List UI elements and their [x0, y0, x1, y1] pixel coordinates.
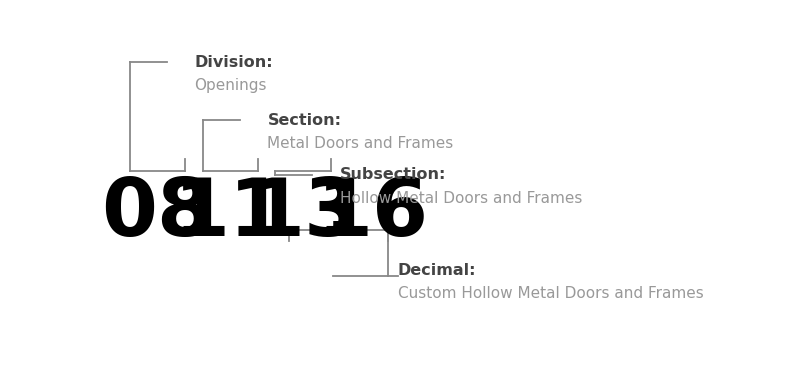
Text: 13: 13	[249, 175, 361, 253]
Text: 08: 08	[101, 175, 213, 253]
Text: Subsection:: Subsection:	[340, 167, 446, 183]
Text: Openings: Openings	[194, 78, 266, 93]
Text: Division:: Division:	[194, 55, 273, 70]
Text: .: .	[325, 175, 355, 253]
Text: Decimal:: Decimal:	[398, 263, 476, 278]
Text: 16: 16	[317, 175, 429, 253]
Text: 11: 11	[174, 175, 286, 253]
Text: Hollow Metal Doors and Frames: Hollow Metal Doors and Frames	[340, 190, 582, 206]
Text: Custom Hollow Metal Doors and Frames: Custom Hollow Metal Doors and Frames	[398, 286, 703, 301]
Text: Section:: Section:	[267, 112, 342, 128]
Text: Metal Doors and Frames: Metal Doors and Frames	[267, 136, 454, 151]
